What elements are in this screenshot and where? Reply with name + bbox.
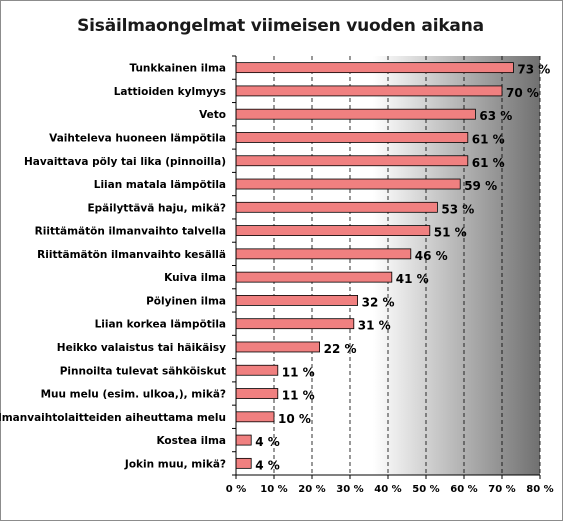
- bar: [235, 178, 461, 190]
- x-tick-labels: 0 % 10 % 20 % 30 % 40 % 50 % 60 % 70 % 80 %: [226, 475, 554, 495]
- value-label: 11 %: [282, 365, 315, 379]
- bar: [235, 295, 358, 306]
- x-tick-label: 0 %: [226, 484, 246, 495]
- value-label: 61 %: [472, 132, 505, 146]
- value-label: 46 %: [415, 249, 448, 263]
- bar: [235, 457, 252, 469]
- bar: [235, 434, 252, 446]
- bar: [235, 85, 503, 97]
- value-label: 22 %: [324, 342, 357, 356]
- category-label: Lattioiden kylmyys: [114, 86, 226, 98]
- value-label: 11 %: [282, 389, 315, 403]
- x-tick-label: 50 %: [412, 484, 439, 495]
- category-label: Vaihteleva huoneen lämpötila: [49, 132, 226, 144]
- bar: [235, 318, 355, 330]
- value-label: 59 %: [464, 179, 497, 193]
- category-label: Kuiva ilma: [164, 272, 226, 284]
- bar: [235, 225, 431, 236]
- chart-title: Sisäilmaongelmat viimeisen vuoden aikana: [77, 16, 484, 36]
- category-label: Ilmanvaihtolaitteiden aiheuttama melu: [0, 412, 226, 424]
- category-label: Jokin muu, mikä?: [124, 458, 226, 470]
- value-label: 10 %: [278, 412, 311, 426]
- value-labels: 73 % 70 % 63 % 61 % 61 % 59 % 53 % 51 % 46 % 41 %…: [255, 63, 550, 473]
- category-label: Kostea ilma: [156, 435, 226, 447]
- category-label: Muu melu (esim. ulkoa,), mikä?: [41, 389, 226, 401]
- x-tick-label: 70 %: [488, 484, 515, 495]
- bar: [235, 201, 438, 213]
- category-label: Epäilyttävä haju, mikä?: [87, 202, 226, 214]
- bar: [235, 108, 476, 120]
- value-label: 61 %: [472, 156, 505, 170]
- category-label: Pölyinen ilma: [146, 295, 226, 307]
- axes: [232, 55, 540, 476]
- category-label: Heikko valaistus tai häikäisy: [57, 342, 226, 354]
- category-label: Riittämätön ilmanvaihto talvella: [35, 226, 226, 238]
- category-labels: Tunkkainen ilma Lattioiden kylmyys Veto Vai…: [0, 63, 226, 471]
- bar: [235, 364, 279, 376]
- value-label: 41 %: [396, 272, 429, 286]
- bar: [235, 62, 514, 74]
- value-label: 31 %: [358, 319, 391, 333]
- bar: [235, 132, 469, 143]
- value-label: 51 %: [434, 226, 467, 240]
- bar: [235, 341, 320, 353]
- bar: [235, 388, 279, 399]
- x-tick-label: 20 %: [298, 484, 325, 495]
- category-label: Riittämätön ilmanvaihto kesällä: [37, 249, 226, 261]
- x-tick-label: 10 %: [260, 484, 287, 495]
- x-tick-label: 60 %: [450, 484, 477, 495]
- category-label: Liian korkea lämpötila: [95, 319, 226, 331]
- bar: [235, 411, 275, 423]
- value-label: 32 %: [362, 295, 395, 309]
- value-label: 4 %: [255, 435, 280, 449]
- value-label: 4 %: [255, 458, 280, 472]
- value-label: 53 %: [441, 202, 474, 216]
- x-tick-label: 40 %: [374, 484, 401, 495]
- x-tick-label: 30 %: [336, 484, 363, 495]
- category-label: Pinnoilta tulevat sähköiskut: [60, 365, 226, 377]
- category-label: Veto: [199, 109, 226, 121]
- value-label: 70 %: [506, 86, 539, 100]
- category-label: Tunkkainen ilma: [129, 63, 226, 75]
- x-tick-label: 80 %: [526, 484, 553, 495]
- bar: [235, 248, 412, 260]
- category-label: Liian matala lämpötila: [94, 179, 226, 191]
- category-label: Havaittava pöly tai lika (pinnoilla): [24, 156, 226, 168]
- value-label: 63 %: [479, 109, 512, 123]
- value-label: 73 %: [517, 63, 550, 77]
- bar: [235, 155, 469, 167]
- bar: [235, 271, 393, 283]
- plot-area: [236, 56, 540, 475]
